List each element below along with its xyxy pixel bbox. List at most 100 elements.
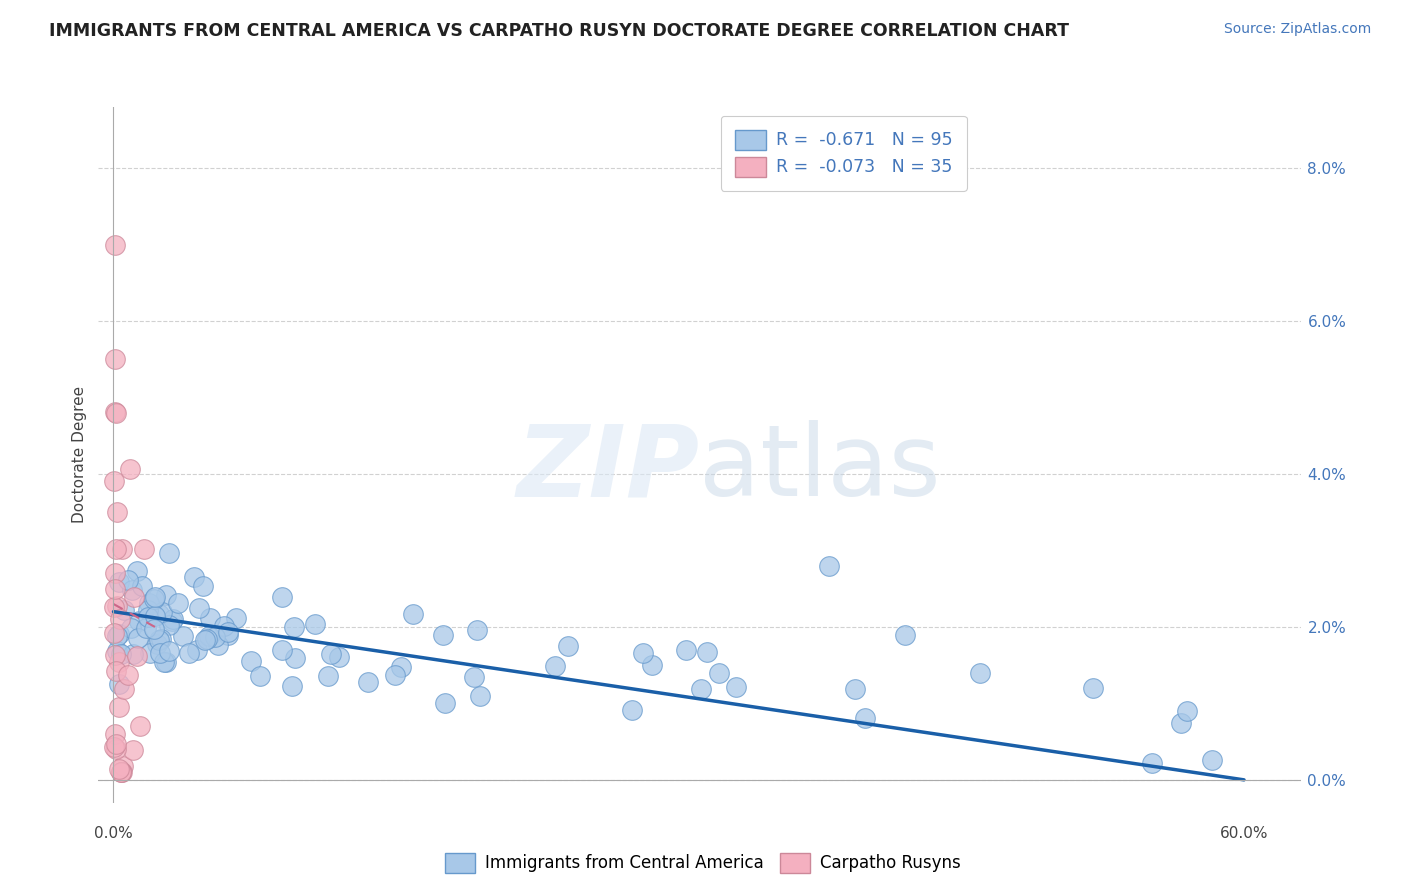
Point bbox=[104, 727, 127, 741]
Point bbox=[117, 573, 139, 587]
Point bbox=[152, 605, 174, 619]
Point bbox=[157, 644, 180, 658]
Point bbox=[188, 600, 211, 615]
Point bbox=[468, 689, 491, 703]
Point bbox=[179, 646, 201, 660]
Point bbox=[122, 647, 145, 661]
Point bbox=[1177, 704, 1199, 718]
Point bbox=[155, 589, 177, 603]
Point bbox=[1201, 753, 1223, 767]
Point bbox=[105, 644, 128, 658]
Text: atlas: atlas bbox=[700, 420, 941, 517]
Point bbox=[725, 681, 748, 695]
Point bbox=[204, 630, 226, 644]
Point bbox=[207, 638, 229, 652]
Point bbox=[1140, 756, 1163, 770]
Point bbox=[108, 762, 131, 776]
Point bbox=[166, 597, 188, 611]
Point bbox=[131, 579, 153, 593]
Point bbox=[432, 628, 454, 642]
Text: 0.0%: 0.0% bbox=[94, 826, 134, 841]
Point bbox=[709, 666, 731, 681]
Point bbox=[186, 642, 208, 657]
Point bbox=[271, 590, 294, 604]
Point bbox=[631, 646, 654, 660]
Point bbox=[217, 625, 239, 640]
Point bbox=[675, 643, 697, 657]
Point bbox=[104, 237, 127, 252]
Point bbox=[132, 541, 155, 556]
Point bbox=[321, 647, 343, 661]
Point bbox=[696, 645, 718, 659]
Point bbox=[105, 629, 128, 643]
Point bbox=[465, 624, 488, 638]
Point bbox=[104, 648, 127, 662]
Point bbox=[108, 612, 131, 626]
Point bbox=[107, 655, 129, 669]
Point bbox=[217, 628, 239, 642]
Point bbox=[463, 670, 485, 684]
Point bbox=[318, 669, 340, 683]
Point bbox=[557, 639, 579, 653]
Point bbox=[160, 614, 183, 628]
Point bbox=[104, 352, 127, 367]
Text: Source: ZipAtlas.com: Source: ZipAtlas.com bbox=[1223, 22, 1371, 37]
Point bbox=[108, 574, 131, 589]
Point bbox=[111, 765, 134, 780]
Point bbox=[108, 699, 131, 714]
Point bbox=[328, 650, 350, 665]
Point bbox=[194, 633, 217, 648]
Point bbox=[143, 609, 166, 624]
Point bbox=[149, 646, 172, 660]
Point bbox=[304, 616, 326, 631]
Point bbox=[195, 632, 218, 646]
Point bbox=[142, 592, 165, 607]
Point bbox=[128, 614, 150, 628]
Point bbox=[153, 655, 176, 669]
Point bbox=[145, 591, 167, 605]
Y-axis label: Doctorate Degree: Doctorate Degree bbox=[72, 386, 87, 524]
Point bbox=[690, 681, 713, 696]
Point bbox=[110, 647, 132, 661]
Point bbox=[103, 625, 125, 640]
Point bbox=[104, 737, 127, 751]
Point bbox=[103, 475, 125, 489]
Point bbox=[894, 627, 917, 641]
Point bbox=[103, 600, 125, 615]
Point bbox=[129, 719, 152, 733]
Point bbox=[249, 669, 271, 683]
Point bbox=[818, 558, 841, 573]
Point bbox=[148, 607, 170, 622]
Point bbox=[121, 583, 143, 598]
Point bbox=[121, 743, 143, 757]
Text: ZIP: ZIP bbox=[516, 420, 700, 517]
Point bbox=[135, 621, 157, 635]
Point bbox=[122, 590, 145, 604]
Point bbox=[384, 667, 406, 681]
Point bbox=[183, 570, 205, 584]
Point bbox=[198, 629, 221, 643]
Point bbox=[146, 637, 169, 651]
Point bbox=[284, 650, 307, 665]
Point bbox=[1170, 715, 1192, 730]
Point bbox=[114, 681, 136, 696]
Point bbox=[107, 677, 129, 691]
Point bbox=[104, 404, 127, 418]
Point bbox=[281, 679, 304, 693]
Point bbox=[105, 742, 128, 756]
Point bbox=[105, 599, 128, 613]
Point bbox=[138, 596, 160, 610]
Point bbox=[172, 630, 194, 644]
Point bbox=[641, 658, 664, 673]
Point bbox=[110, 765, 132, 780]
Point bbox=[142, 622, 165, 636]
Point bbox=[138, 610, 160, 624]
Point bbox=[103, 739, 125, 754]
Point bbox=[112, 603, 135, 617]
Point bbox=[159, 546, 181, 560]
Point bbox=[127, 632, 149, 646]
Point bbox=[544, 658, 567, 673]
Point bbox=[110, 765, 132, 780]
Point bbox=[108, 626, 131, 640]
Point bbox=[104, 664, 127, 678]
